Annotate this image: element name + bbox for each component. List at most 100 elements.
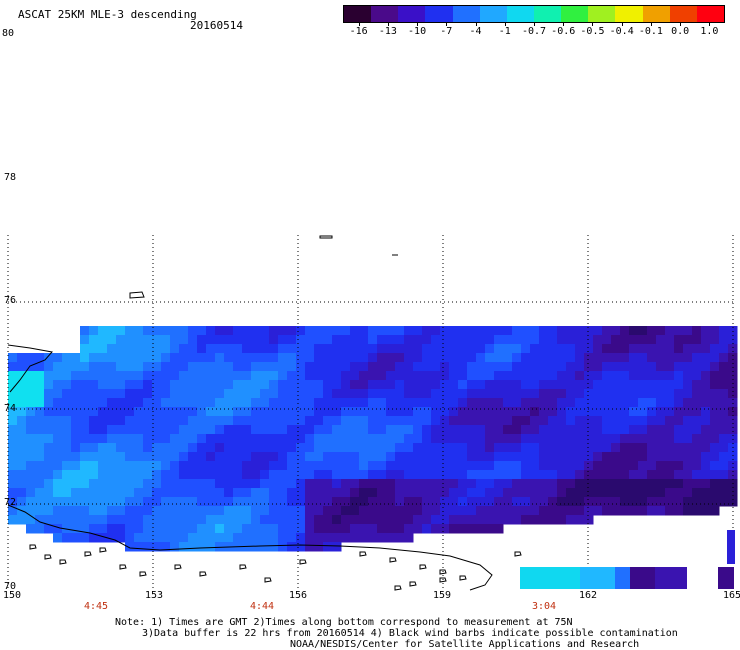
swath-cell [719,452,729,462]
swath-cell [107,497,117,507]
swath-cell [575,326,585,336]
swath-cell [251,506,261,516]
swath-cell [71,524,81,534]
swath-cell [566,407,576,417]
swath-cell [701,479,711,489]
coastline-path [129,291,145,299]
swath-cell [215,452,225,462]
swath-cell [224,407,234,417]
swath-cell [341,362,351,372]
swath-cell [629,443,639,453]
swath-cell [341,515,351,525]
swath-cell [161,506,171,516]
swath-cell [296,344,306,354]
swath-cell [98,407,108,417]
swath-cell [116,524,126,534]
swath-cell [233,380,243,390]
swath-cell [350,470,360,480]
swath-data [8,326,738,552]
swath-cell [494,380,504,390]
swath-cell [458,416,468,426]
swath-cell [161,524,171,534]
swath-cell [314,461,324,471]
swath-cell [224,371,234,381]
swath-cell [314,488,324,498]
swath-cell [431,380,441,390]
swath-cell [584,398,594,408]
swath-cell [449,461,459,471]
swath-cell [53,524,63,534]
swath-cell [602,398,612,408]
swath-cell [341,443,351,453]
swath-cell [449,407,459,417]
swath-cell [116,479,126,489]
swath-cell [368,524,378,534]
swath-cell [98,416,108,426]
swath-cell [566,470,576,480]
swath-cell [323,515,333,525]
swath-cell [134,479,144,489]
swath-cell [458,389,468,399]
swath-cell [413,362,423,372]
swath-cell [701,371,711,381]
swath-cell [8,506,18,516]
swath-cell [233,335,243,345]
swath-cell [224,362,234,372]
swath-cell [188,380,198,390]
swath-cell [368,470,378,480]
swath-cell [125,434,135,444]
swath-cell [278,335,288,345]
swath-cell [602,380,612,390]
swath-cell [125,344,135,354]
swath-cell [359,344,369,354]
swath-cell [287,407,297,417]
colorbar-tick [650,22,652,26]
swath-cell [170,470,180,480]
swath-cell [8,443,18,453]
swath-cell [260,353,270,363]
swath-cell [557,488,567,498]
swath-cell [710,425,720,435]
swath-cell [62,353,72,363]
swath-cell [539,353,549,363]
swath-cell [287,344,297,354]
swath-cell [386,353,396,363]
swath-cell [26,488,36,498]
swath-cell [638,470,648,480]
swath-cell [197,452,207,462]
swath-cell [179,452,189,462]
swath-cell [467,416,477,426]
swath-cell [395,452,405,462]
swath-cell [458,344,468,354]
swath-cell [143,407,153,417]
swath-cell [260,398,270,408]
swath-cell [350,461,360,471]
coastline-path [119,564,127,570]
swath-cell [494,371,504,381]
swath-cell [296,362,306,372]
swath-cell [242,452,252,462]
swath-cell [386,425,396,435]
coastline-path [99,547,107,553]
swath-cell [611,425,621,435]
swath-cell [413,506,423,516]
swath-cell [386,497,396,507]
swath-cell [260,506,270,516]
swath-cell [620,479,630,489]
swath-cell [233,497,243,507]
swath-cell [170,380,180,390]
swath-cell [206,479,216,489]
swath-cell [179,524,189,534]
swath-cell [395,479,405,489]
swath-cell [242,407,252,417]
swath-cell [305,344,315,354]
swath-cell [377,470,387,480]
swath-cell [539,362,549,372]
swath-cell [305,434,315,444]
swath-cell [521,398,531,408]
swath-cell [188,335,198,345]
swath-cell [683,326,693,336]
swath-cell [215,362,225,372]
swath-cell [719,371,729,381]
swath-cell [503,434,513,444]
